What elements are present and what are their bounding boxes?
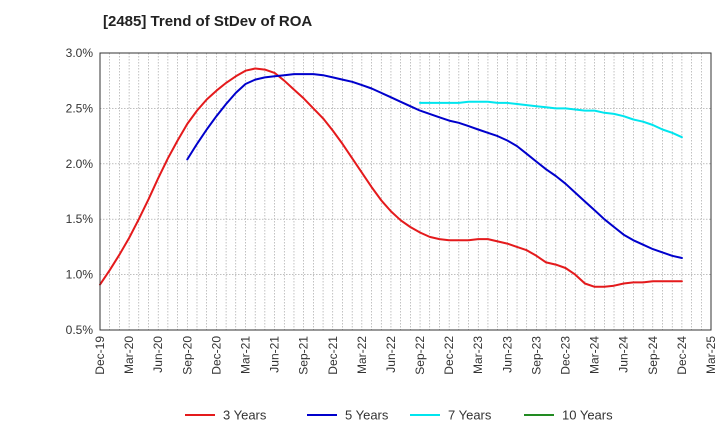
series-line-5-years [186, 73, 683, 259]
y-tick-label: 3.0% [66, 46, 94, 60]
plot-frame [99, 52, 712, 331]
x-tick-label: Mar-25 [704, 336, 718, 374]
x-axis: Dec-19 Mar-20 Jun-20 Sep-20 Dec-20 Mar-21 Jun-… [93, 336, 718, 375]
legend-label: 10 Years [562, 408, 613, 423]
x-tick-label: Sep-22 [413, 336, 427, 375]
y-tick-label: 1.5% [66, 212, 94, 226]
legend-label: 7 Years [448, 408, 492, 423]
chart-title: [2485] Trend of StDev of ROA [103, 13, 313, 30]
x-tick-label: Sep-23 [529, 336, 543, 375]
x-tick-label: Dec-22 [442, 336, 456, 375]
x-tick-label: Dec-20 [209, 336, 223, 375]
legend: 3 Years 5 Years 7 Years 10 Years [185, 408, 613, 423]
y-tick-label: 0.5% [66, 323, 94, 337]
x-tick-label: Dec-21 [326, 336, 340, 375]
legend-label: 5 Years [345, 408, 389, 423]
series-layer [99, 67, 683, 288]
x-tick-label: Mar-21 [238, 336, 252, 374]
x-tick-label: Mar-20 [122, 336, 136, 374]
x-tick-label: Mar-23 [471, 336, 485, 374]
y-axis: 0.5% 1.0% 1.5% 2.0% 2.5% 3.0% [66, 46, 94, 337]
y-tick-label: 1.0% [66, 268, 94, 282]
x-tick-label: Mar-24 [588, 336, 602, 374]
x-tick-label: Jun-22 [384, 336, 398, 373]
x-tick-label: Dec-19 [93, 336, 107, 375]
x-tick-label: Dec-24 [675, 336, 689, 375]
x-tick-label: Sep-21 [297, 336, 311, 375]
x-tick-label: Jun-24 [617, 336, 631, 373]
series-line-3-years [99, 67, 683, 288]
x-tick-label: Dec-23 [559, 336, 573, 375]
x-tick-label: Jun-21 [268, 336, 282, 373]
series-line-7-years [419, 100, 683, 139]
legend-label: 3 Years [223, 408, 267, 423]
y-tick-label: 2.5% [66, 101, 94, 115]
x-tick-label: Jun-23 [500, 336, 514, 373]
x-tick-label: Sep-20 [180, 336, 194, 375]
grid [100, 52, 711, 331]
x-tick-label: Jun-20 [151, 336, 165, 373]
x-tick-label: Sep-24 [646, 336, 660, 375]
y-tick-label: 2.0% [66, 157, 94, 171]
x-tick-label: Mar-22 [355, 336, 369, 374]
